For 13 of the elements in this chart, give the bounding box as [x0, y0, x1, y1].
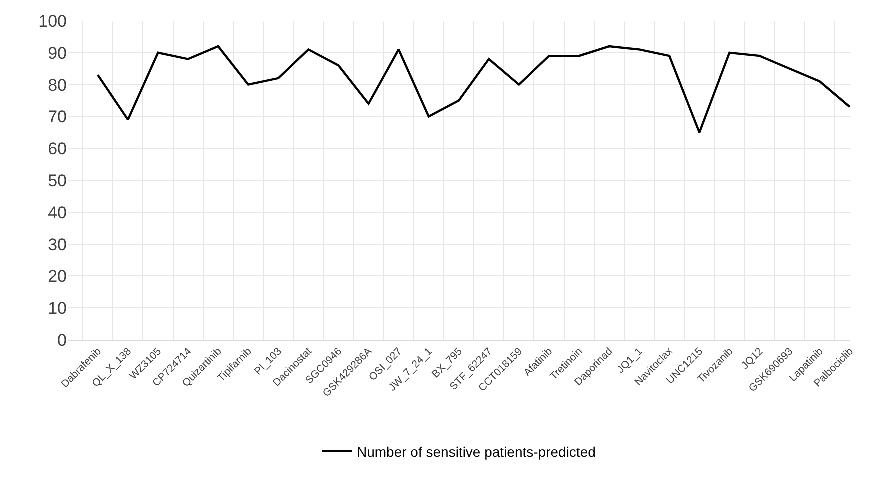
y-tick-label: 80 [48, 76, 67, 95]
y-tick-label: 60 [48, 140, 67, 159]
y-tick-label: 90 [48, 44, 67, 63]
y-tick-label: 0 [58, 330, 67, 350]
y-tick-label: 70 [48, 108, 67, 127]
y-tick-label: 50 [48, 171, 67, 190]
y-tick-label: 30 [48, 235, 67, 254]
legend-label: Number of sensitive patients-predicted [357, 444, 596, 460]
y-tick-label: 40 [48, 203, 67, 222]
y-tick-label: 100 [38, 12, 67, 31]
y-tick-label: 10 [48, 299, 67, 318]
line-series [96, 45, 850, 134]
y-tick-label: 20 [48, 267, 67, 286]
